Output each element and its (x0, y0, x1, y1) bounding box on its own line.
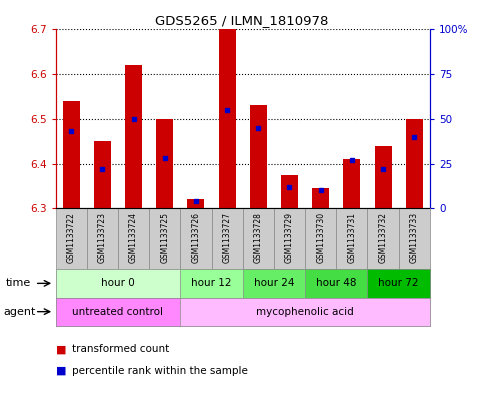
Text: hour 72: hour 72 (378, 278, 419, 288)
Bar (281, 175, 298, 208)
Bar (218, 29, 236, 208)
Text: GSM1133732: GSM1133732 (379, 212, 387, 263)
Text: transformed count: transformed count (72, 344, 170, 354)
Text: time: time (6, 278, 31, 288)
Text: GSM1133731: GSM1133731 (347, 212, 356, 263)
Bar (212, 208, 242, 269)
Bar (149, 208, 180, 269)
Bar (406, 119, 423, 208)
Bar (368, 208, 398, 269)
Text: GSM1133733: GSM1133733 (410, 212, 419, 263)
Text: percentile rank within the sample: percentile rank within the sample (72, 366, 248, 376)
Text: untreated control: untreated control (72, 307, 163, 317)
Text: GSM1133730: GSM1133730 (316, 212, 325, 263)
Bar (336, 208, 368, 269)
Text: GSM1133727: GSM1133727 (223, 212, 232, 263)
Bar (118, 208, 149, 269)
Bar (125, 65, 142, 208)
Bar (343, 159, 360, 208)
Bar (87, 208, 118, 269)
Bar (242, 208, 274, 269)
Text: GDS5265 / ILMN_1810978: GDS5265 / ILMN_1810978 (155, 14, 328, 27)
Text: GSM1133729: GSM1133729 (285, 212, 294, 263)
Text: hour 0: hour 0 (101, 278, 135, 288)
Text: ■: ■ (56, 344, 66, 354)
Bar (305, 208, 336, 269)
Bar (56, 269, 180, 298)
Bar (63, 101, 80, 208)
Bar (274, 208, 305, 269)
Bar (312, 188, 329, 208)
Text: hour 12: hour 12 (191, 278, 232, 288)
Text: GSM1133728: GSM1133728 (254, 212, 263, 263)
Text: mycophenolic acid: mycophenolic acid (256, 307, 354, 317)
Bar (180, 269, 242, 298)
Bar (180, 298, 430, 326)
Text: GSM1133724: GSM1133724 (129, 212, 138, 263)
Text: ■: ■ (56, 366, 66, 376)
Bar (374, 146, 392, 208)
Bar (398, 208, 430, 269)
Text: GSM1133725: GSM1133725 (160, 212, 169, 263)
Bar (187, 199, 204, 208)
Text: GSM1133722: GSM1133722 (67, 212, 76, 263)
Bar (94, 141, 111, 208)
Bar (305, 269, 368, 298)
Text: hour 24: hour 24 (254, 278, 294, 288)
Bar (180, 208, 212, 269)
Bar (56, 298, 180, 326)
Bar (156, 119, 173, 208)
Bar (56, 208, 87, 269)
Bar (368, 269, 430, 298)
Text: GSM1133723: GSM1133723 (98, 212, 107, 263)
Text: hour 48: hour 48 (316, 278, 356, 288)
Bar (250, 105, 267, 208)
Bar (242, 269, 305, 298)
Text: GSM1133726: GSM1133726 (191, 212, 200, 263)
Text: agent: agent (3, 307, 35, 317)
